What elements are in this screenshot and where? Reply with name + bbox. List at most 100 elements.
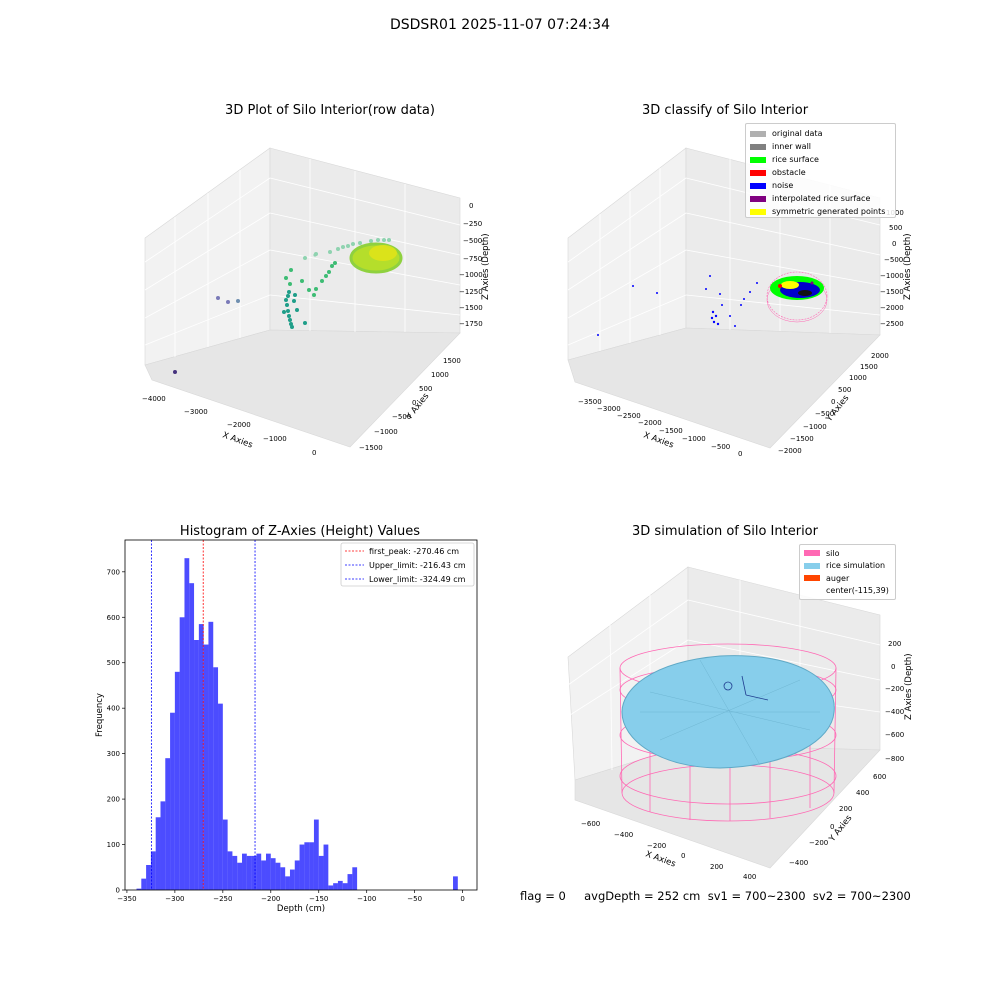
histogram-bar [280, 867, 286, 890]
classify-legend: original data inner wall rice surface obsta… [745, 123, 896, 218]
histogram-bar [270, 858, 276, 890]
simulation-plot-title: 3D simulation of Silo Interior [632, 524, 818, 539]
histogram-bar [208, 621, 214, 890]
simulation-legend-label: auger [826, 573, 850, 583]
classify-legend-item: inner wall [750, 140, 891, 153]
histogram-bar [251, 855, 257, 890]
histogram-bar [170, 712, 175, 890]
histogram-bar [160, 801, 166, 890]
histogram-bar [174, 671, 180, 890]
simulation-legend-item: auger [804, 572, 891, 585]
histogram-bar [246, 855, 252, 890]
histogram-bar [342, 883, 348, 890]
histogram-bar [265, 853, 271, 890]
histogram-bar [328, 885, 334, 890]
histogram-bar [141, 878, 147, 890]
simulation-legend-item: rice simulation [804, 560, 891, 573]
histogram-bar [242, 853, 247, 890]
classify-legend-label: noise [772, 181, 794, 190]
histogram-xtick-label: −250 [213, 895, 232, 903]
classify-legend-item: obstacle [750, 166, 891, 179]
figure-title: DSDSR01 2025-11-07 07:24:34 [389, 17, 610, 33]
simulation-legend-item: center(-115,39) [804, 585, 891, 598]
classify-legend-label: inner wall [772, 142, 812, 151]
histogram-bar [309, 842, 314, 890]
classify-legend-label: interpolated rice surface [772, 194, 871, 203]
histogram-ytick-label: 0 [116, 887, 120, 895]
classify-plot-title: 3D classify of Silo Interior [641, 103, 809, 118]
classify-legend-label: original data [772, 129, 823, 138]
histogram-bar [333, 883, 338, 890]
histogram-bar [323, 844, 329, 890]
raw-plot-title: 3D Plot of Silo Interior(row data) [225, 103, 435, 118]
classify-legend-swatch [750, 182, 766, 189]
histogram-bar [299, 844, 305, 890]
histogram-bar [165, 758, 171, 890]
histogram-ytick-label: 500 [107, 659, 120, 667]
histogram-bar [218, 703, 223, 890]
classify-legend-swatch [750, 195, 766, 202]
status-line: flag = 0 avgDepth = 252 cm sv1 = 700~230… [520, 889, 911, 903]
simulation-legend-label: rice simulation [826, 561, 886, 571]
histogram-title: Histogram of Z-Axies (Height) Values [179, 524, 421, 539]
histogram-xlabel: Depth (cm) [277, 904, 325, 914]
histogram-bar [453, 876, 458, 890]
histogram-ytick-label: 700 [107, 568, 120, 576]
classify-legend-swatch [750, 169, 766, 176]
histogram-ytick-label: 600 [107, 614, 120, 622]
histogram-bar [198, 624, 204, 890]
histogram-bar [352, 867, 358, 890]
simulation-legend-label: center(-115,39) [826, 586, 889, 596]
simulation-legend-swatch [804, 562, 820, 569]
histogram-ytick-label: 300 [107, 750, 120, 758]
histogram-bar [155, 817, 161, 890]
histogram-bar [146, 865, 151, 890]
histogram-bar [318, 855, 324, 890]
classify-legend-label: symmetric generated points [772, 207, 886, 216]
classify-legend-label: obstacle [772, 168, 806, 177]
histogram-ytick-label: 200 [107, 796, 120, 804]
histogram-bar [289, 869, 295, 890]
histogram-bar [232, 855, 238, 890]
histogram-bar [150, 851, 156, 890]
histogram-xtick-label: −100 [357, 895, 376, 903]
classify-legend-label: rice surface [772, 155, 819, 164]
histogram-bar [285, 876, 290, 890]
classify-legend-item: noise [750, 179, 891, 192]
classify-legend-swatch [750, 156, 766, 163]
classify-legend-item: rice surface [750, 153, 891, 166]
histogram-xtick-label: −200 [261, 895, 280, 903]
classify-legend-item: symmetric generated points [750, 205, 891, 218]
histogram-ylabel: Frequency [95, 693, 105, 737]
histogram-bar [227, 851, 233, 890]
simulation-legend-item: silo [804, 547, 891, 560]
histogram-xtick-label: −150 [309, 895, 328, 903]
classify-legend-swatch [750, 208, 766, 215]
histogram-bar [237, 862, 243, 890]
histogram-bar [184, 558, 190, 890]
histogram-bar [136, 888, 142, 890]
histogram-bar [294, 860, 300, 890]
histogram-bar [194, 640, 199, 890]
histogram-bar [261, 860, 266, 890]
histogram-ytick-label: 100 [107, 841, 120, 849]
classify-legend-swatch [750, 130, 766, 137]
histogram-bar [189, 583, 195, 890]
histogram-legend: first_peak: -270.46 cm Upper_limit: -216… [340, 542, 475, 587]
histogram-bar [222, 819, 228, 890]
histogram-xtick-label: −50 [407, 895, 422, 903]
histogram-bar [203, 644, 209, 890]
histogram-bar [347, 874, 353, 890]
classify-legend-item: interpolated rice surface [750, 192, 891, 205]
legend-upper-limit: Upper_limit: -216.43 cm [369, 561, 466, 570]
histogram-bar [313, 819, 319, 890]
histogram-bar [337, 880, 343, 890]
histogram-bar [213, 667, 219, 890]
classify-legend-item: original data [750, 127, 891, 140]
classify-legend-swatch [750, 143, 766, 150]
histogram-xtick-label: 0 [460, 895, 464, 903]
histogram-bar [179, 617, 185, 890]
histogram-frame [124, 539, 478, 891]
legend-first-peak: first_peak: -270.46 cm [369, 547, 459, 556]
